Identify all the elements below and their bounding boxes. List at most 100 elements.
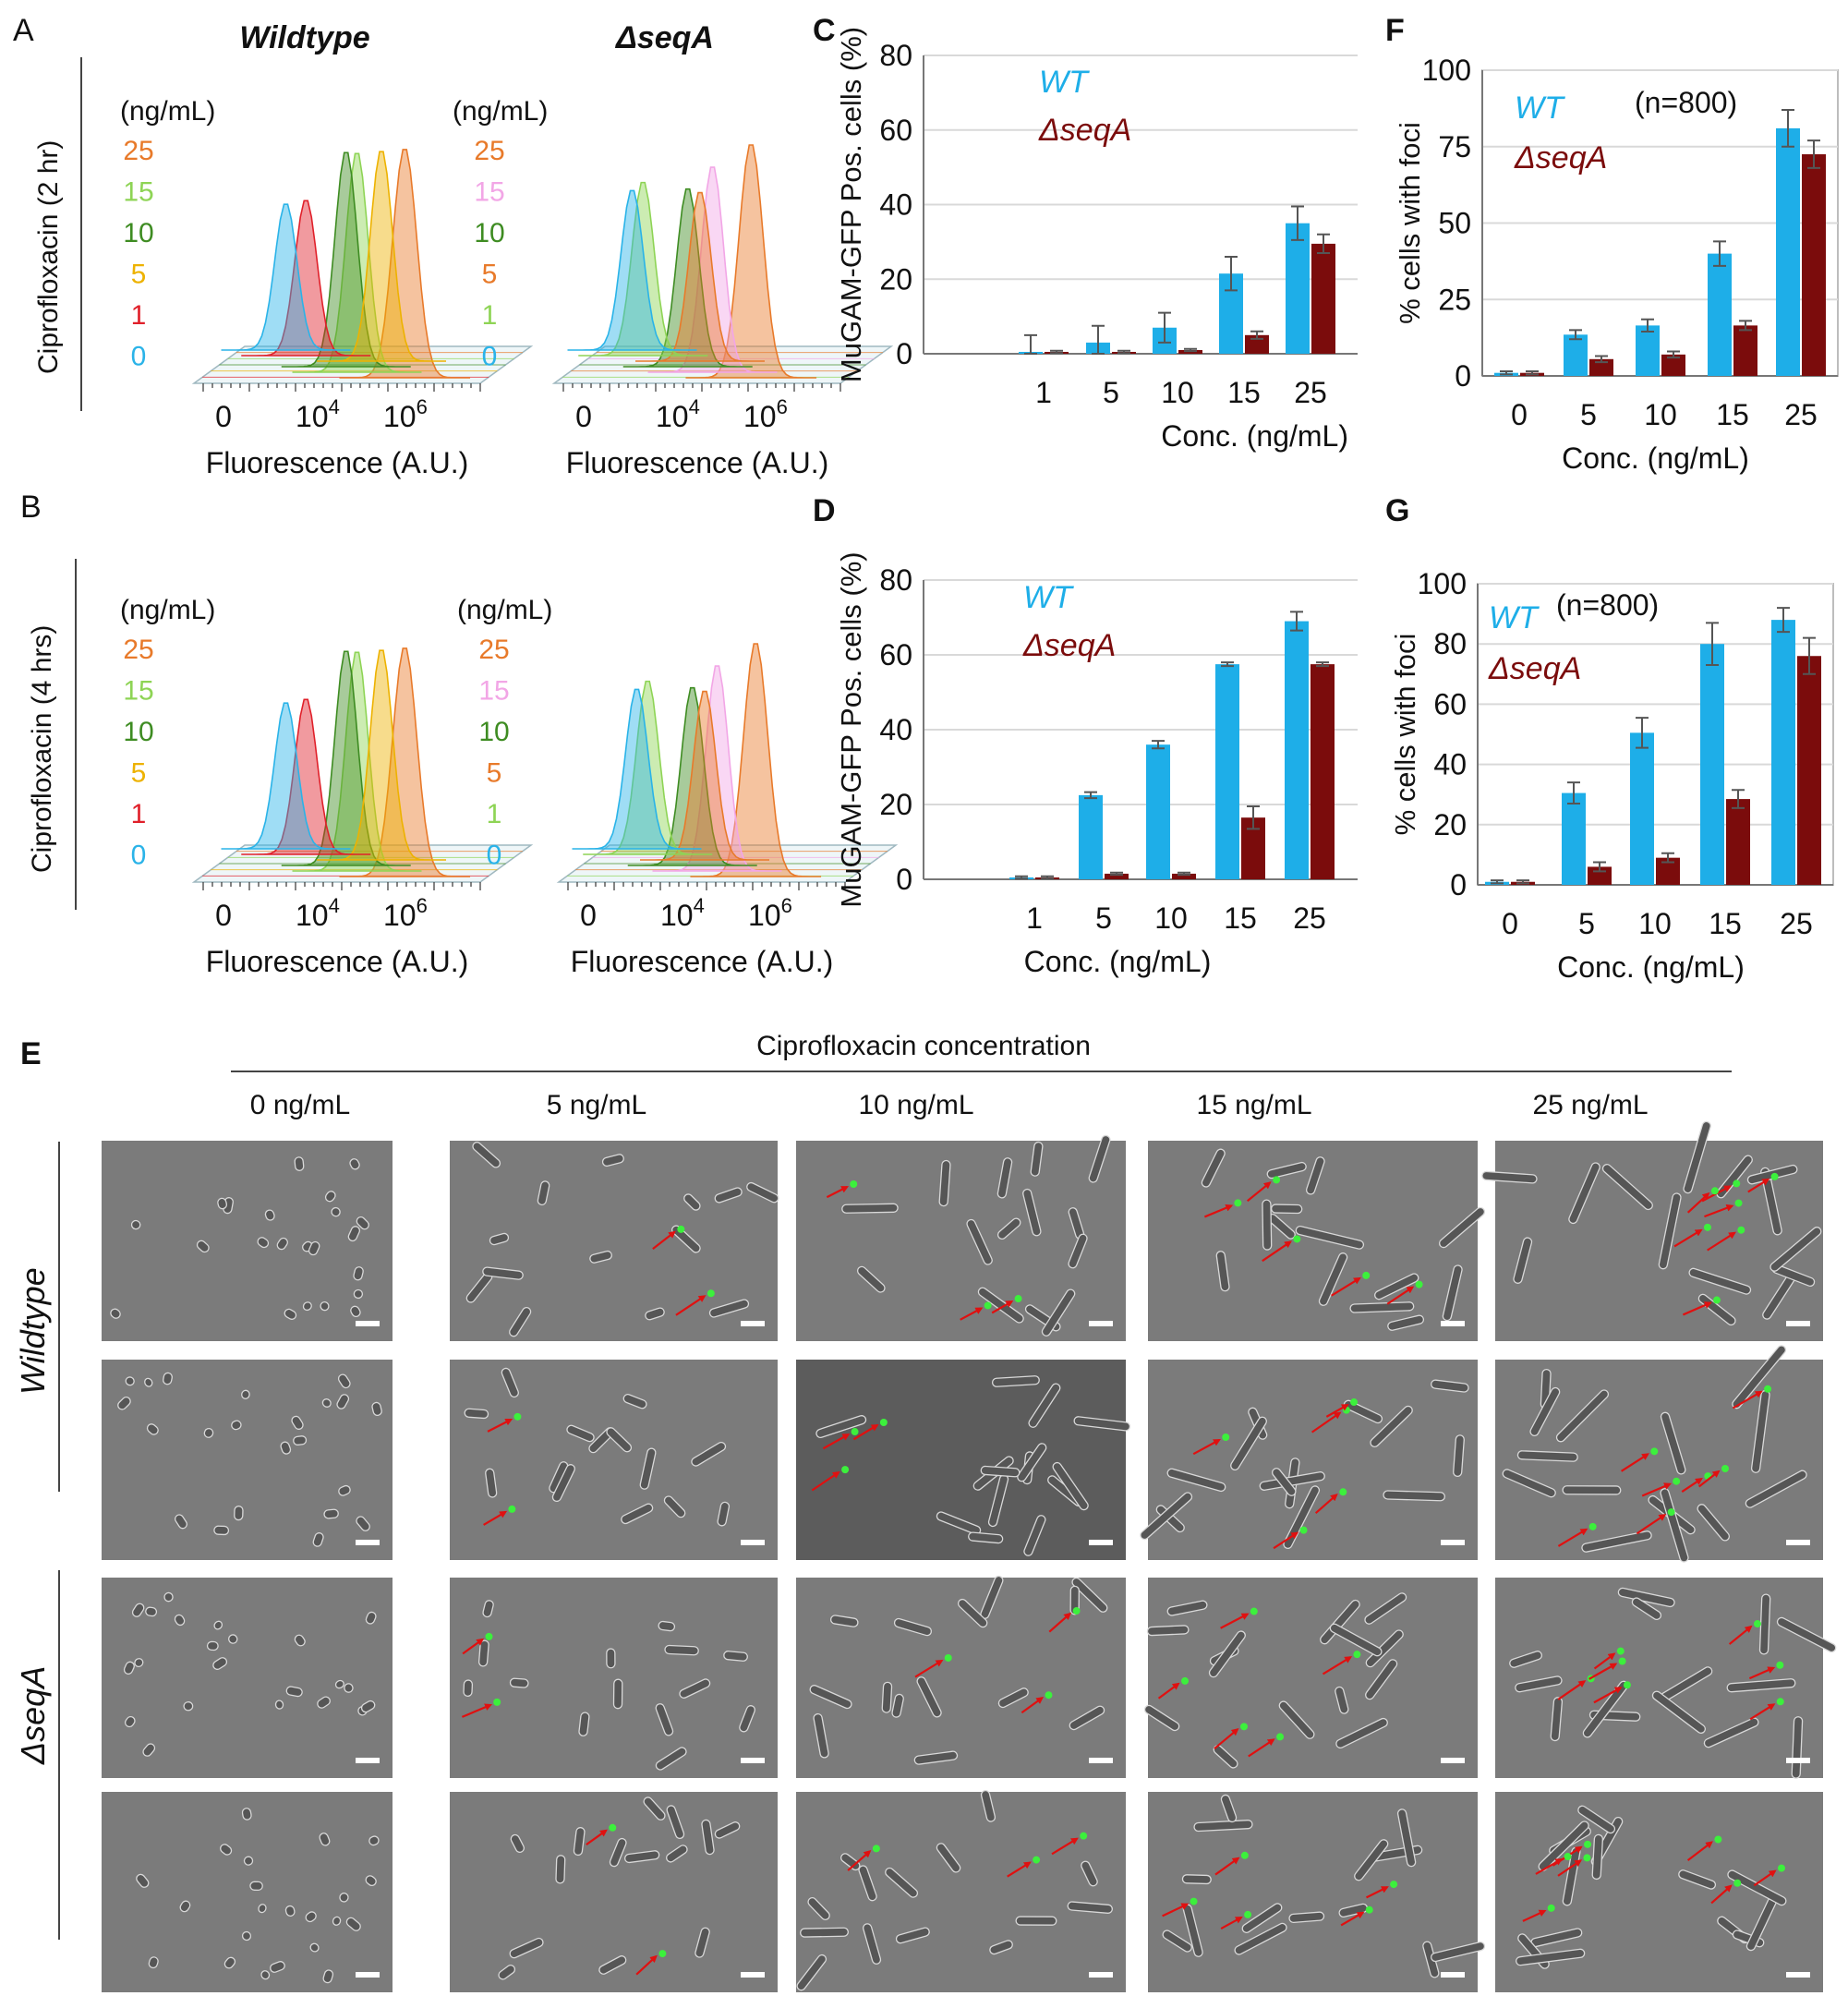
gfp-focus xyxy=(1733,1879,1742,1887)
n-annotation: (n=800) xyxy=(1635,86,1737,119)
scale-bar xyxy=(1441,1972,1465,1978)
bacterial-cell xyxy=(1697,1504,1731,1542)
bacterial-cell xyxy=(996,1157,1013,1199)
bacterial-cell xyxy=(284,1905,296,1917)
gfp-focus xyxy=(984,1301,992,1310)
bacterial-cell xyxy=(881,1681,893,1713)
micrograph-r3-c4 xyxy=(1495,1792,1823,1992)
bacterial-cell xyxy=(717,1501,731,1527)
y-axis-label: % cells with foci xyxy=(1394,122,1426,324)
bacterial-cell xyxy=(1513,1237,1533,1284)
bacterial-cell xyxy=(1193,1820,1253,1833)
bacterial-cell xyxy=(1516,1948,1586,1966)
scale-bar xyxy=(1786,1540,1810,1545)
bacterial-cell xyxy=(1318,1252,1348,1306)
flow-histogram xyxy=(340,647,470,877)
bacterial-cell xyxy=(612,1678,623,1710)
red-arrow xyxy=(675,1295,707,1316)
bacterial-cell xyxy=(344,1683,354,1693)
bacterial-cell xyxy=(1631,1597,1662,1621)
flow-histogram xyxy=(292,651,422,872)
gfp-focus xyxy=(1588,1522,1597,1530)
gfp-focus xyxy=(1033,1856,1041,1864)
bar-wt-10 xyxy=(1636,325,1660,376)
bacterial-cell xyxy=(321,1398,332,1408)
bar-wt-25 xyxy=(1771,620,1795,885)
flow-conc-label: 0 xyxy=(131,841,147,871)
gfp-focus xyxy=(1239,1723,1248,1731)
flow-conc-label: 0 xyxy=(487,841,502,871)
bacterial-cell xyxy=(1431,1379,1469,1393)
flow-conc-label: 1 xyxy=(131,799,147,829)
bacterial-cell xyxy=(996,1217,1021,1240)
error-bar xyxy=(1803,636,1816,675)
bacterial-cell xyxy=(746,1181,779,1204)
bacterial-cell xyxy=(305,1911,317,1923)
bacterial-cell xyxy=(489,1232,510,1246)
error-bar xyxy=(1641,318,1654,333)
legend-wt: WT xyxy=(1039,65,1090,100)
bar-seqa-10 xyxy=(1172,873,1196,879)
flow-histogram xyxy=(686,144,816,379)
gfp-focus xyxy=(1710,1187,1719,1195)
bar-wt-10 xyxy=(1146,744,1170,879)
scale-bar xyxy=(741,1972,765,1978)
y-tick-label: 80 xyxy=(1433,627,1467,660)
y-axis-label: % cells with foci xyxy=(1389,634,1421,836)
gfp-focus xyxy=(1072,1607,1081,1615)
bacterial-cell xyxy=(231,1420,242,1431)
bacterial-cell xyxy=(555,1855,566,1884)
bacterial-cell xyxy=(124,1715,136,1728)
red-arrow xyxy=(1620,1453,1649,1472)
gfp-focus xyxy=(1222,1433,1230,1441)
chart-f: 0 25 50 75 100 0 5 10 15 25 Conc. (ng/mL) % cells w… xyxy=(1394,54,1839,475)
y-tick-label: 20 xyxy=(879,788,912,821)
gfp-focus xyxy=(1764,1385,1772,1393)
error-bar xyxy=(1667,350,1680,359)
red-arrow xyxy=(461,1703,493,1718)
bacterial-cell xyxy=(1374,1273,1419,1300)
x-tick-label: 5 xyxy=(1578,907,1595,940)
bacterial-cell xyxy=(241,1389,250,1399)
bacterial-cell xyxy=(578,1712,590,1736)
gfp-focus xyxy=(1753,1620,1761,1628)
bacterial-cell xyxy=(203,1427,214,1438)
bacterial-cell xyxy=(991,1375,1040,1387)
red-arrow xyxy=(1386,1286,1415,1305)
error-bar xyxy=(1595,355,1608,364)
flow-histogram xyxy=(567,189,697,351)
y-tick-label: 60 xyxy=(1433,687,1467,720)
bacterial-cell xyxy=(1022,1188,1042,1237)
bacterial-cell xyxy=(895,1927,930,1944)
bacterial-cell xyxy=(336,1394,350,1409)
bacterial-cell xyxy=(1442,1264,1463,1322)
gfp-focus xyxy=(1673,1477,1681,1485)
flow-conc-label: 0 xyxy=(482,342,498,372)
bacterial-cell xyxy=(1146,1625,1190,1637)
bacterial-cell xyxy=(360,1700,376,1713)
bacterial-cell xyxy=(858,1865,877,1902)
y-tick-label: 20 xyxy=(879,262,912,296)
bacterial-cell xyxy=(1213,1745,1238,1769)
bacterial-cell xyxy=(356,1516,370,1531)
red-arrow xyxy=(1021,1697,1045,1714)
red-arrow xyxy=(1522,1909,1547,1922)
bar-seqa-15 xyxy=(1245,334,1269,354)
bacterial-cell xyxy=(655,1703,674,1736)
bacterial-cell xyxy=(989,1940,1013,1955)
bacterial-cell xyxy=(1349,1301,1415,1313)
bacterial-cell xyxy=(957,1598,988,1628)
flow-conc-label: 15 xyxy=(478,676,509,707)
bacterial-cell xyxy=(1562,1485,1622,1495)
y-tick-label: 50 xyxy=(1438,207,1471,240)
bacterial-cell xyxy=(482,1266,524,1280)
legend-wt: WT xyxy=(1023,580,1074,615)
bacterial-cell xyxy=(302,1301,312,1312)
red-arrow xyxy=(1157,1682,1180,1700)
error-bar xyxy=(1317,233,1330,254)
bacterial-cell xyxy=(142,1743,156,1757)
bacterial-cell xyxy=(1073,1416,1131,1432)
bacterial-cell xyxy=(1538,1821,1589,1871)
x-tick-label: 0 xyxy=(1511,398,1528,431)
